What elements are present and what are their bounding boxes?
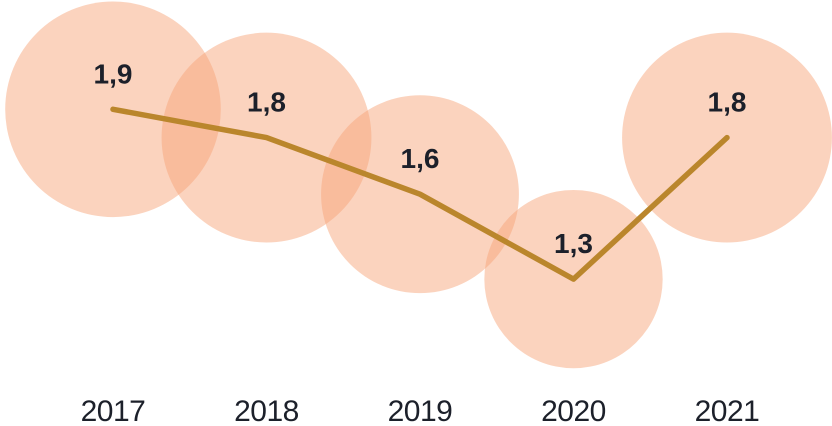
value-label-2017: 1,9 bbox=[94, 58, 133, 89]
value-label-2019: 1,6 bbox=[401, 143, 440, 174]
x-axis-label-2018: 2018 bbox=[234, 395, 299, 426]
x-axis-label-2019: 2019 bbox=[388, 395, 453, 426]
value-label-2021: 1,8 bbox=[708, 87, 747, 118]
x-axis-label-2020: 2020 bbox=[541, 395, 606, 426]
value-label-2020: 1,3 bbox=[554, 228, 593, 259]
x-axis-label-2021: 2021 bbox=[695, 395, 760, 426]
trend-line bbox=[110, 106, 730, 282]
value-label-2018: 1,8 bbox=[247, 87, 286, 118]
x-axis-label-2017: 2017 bbox=[81, 395, 146, 426]
